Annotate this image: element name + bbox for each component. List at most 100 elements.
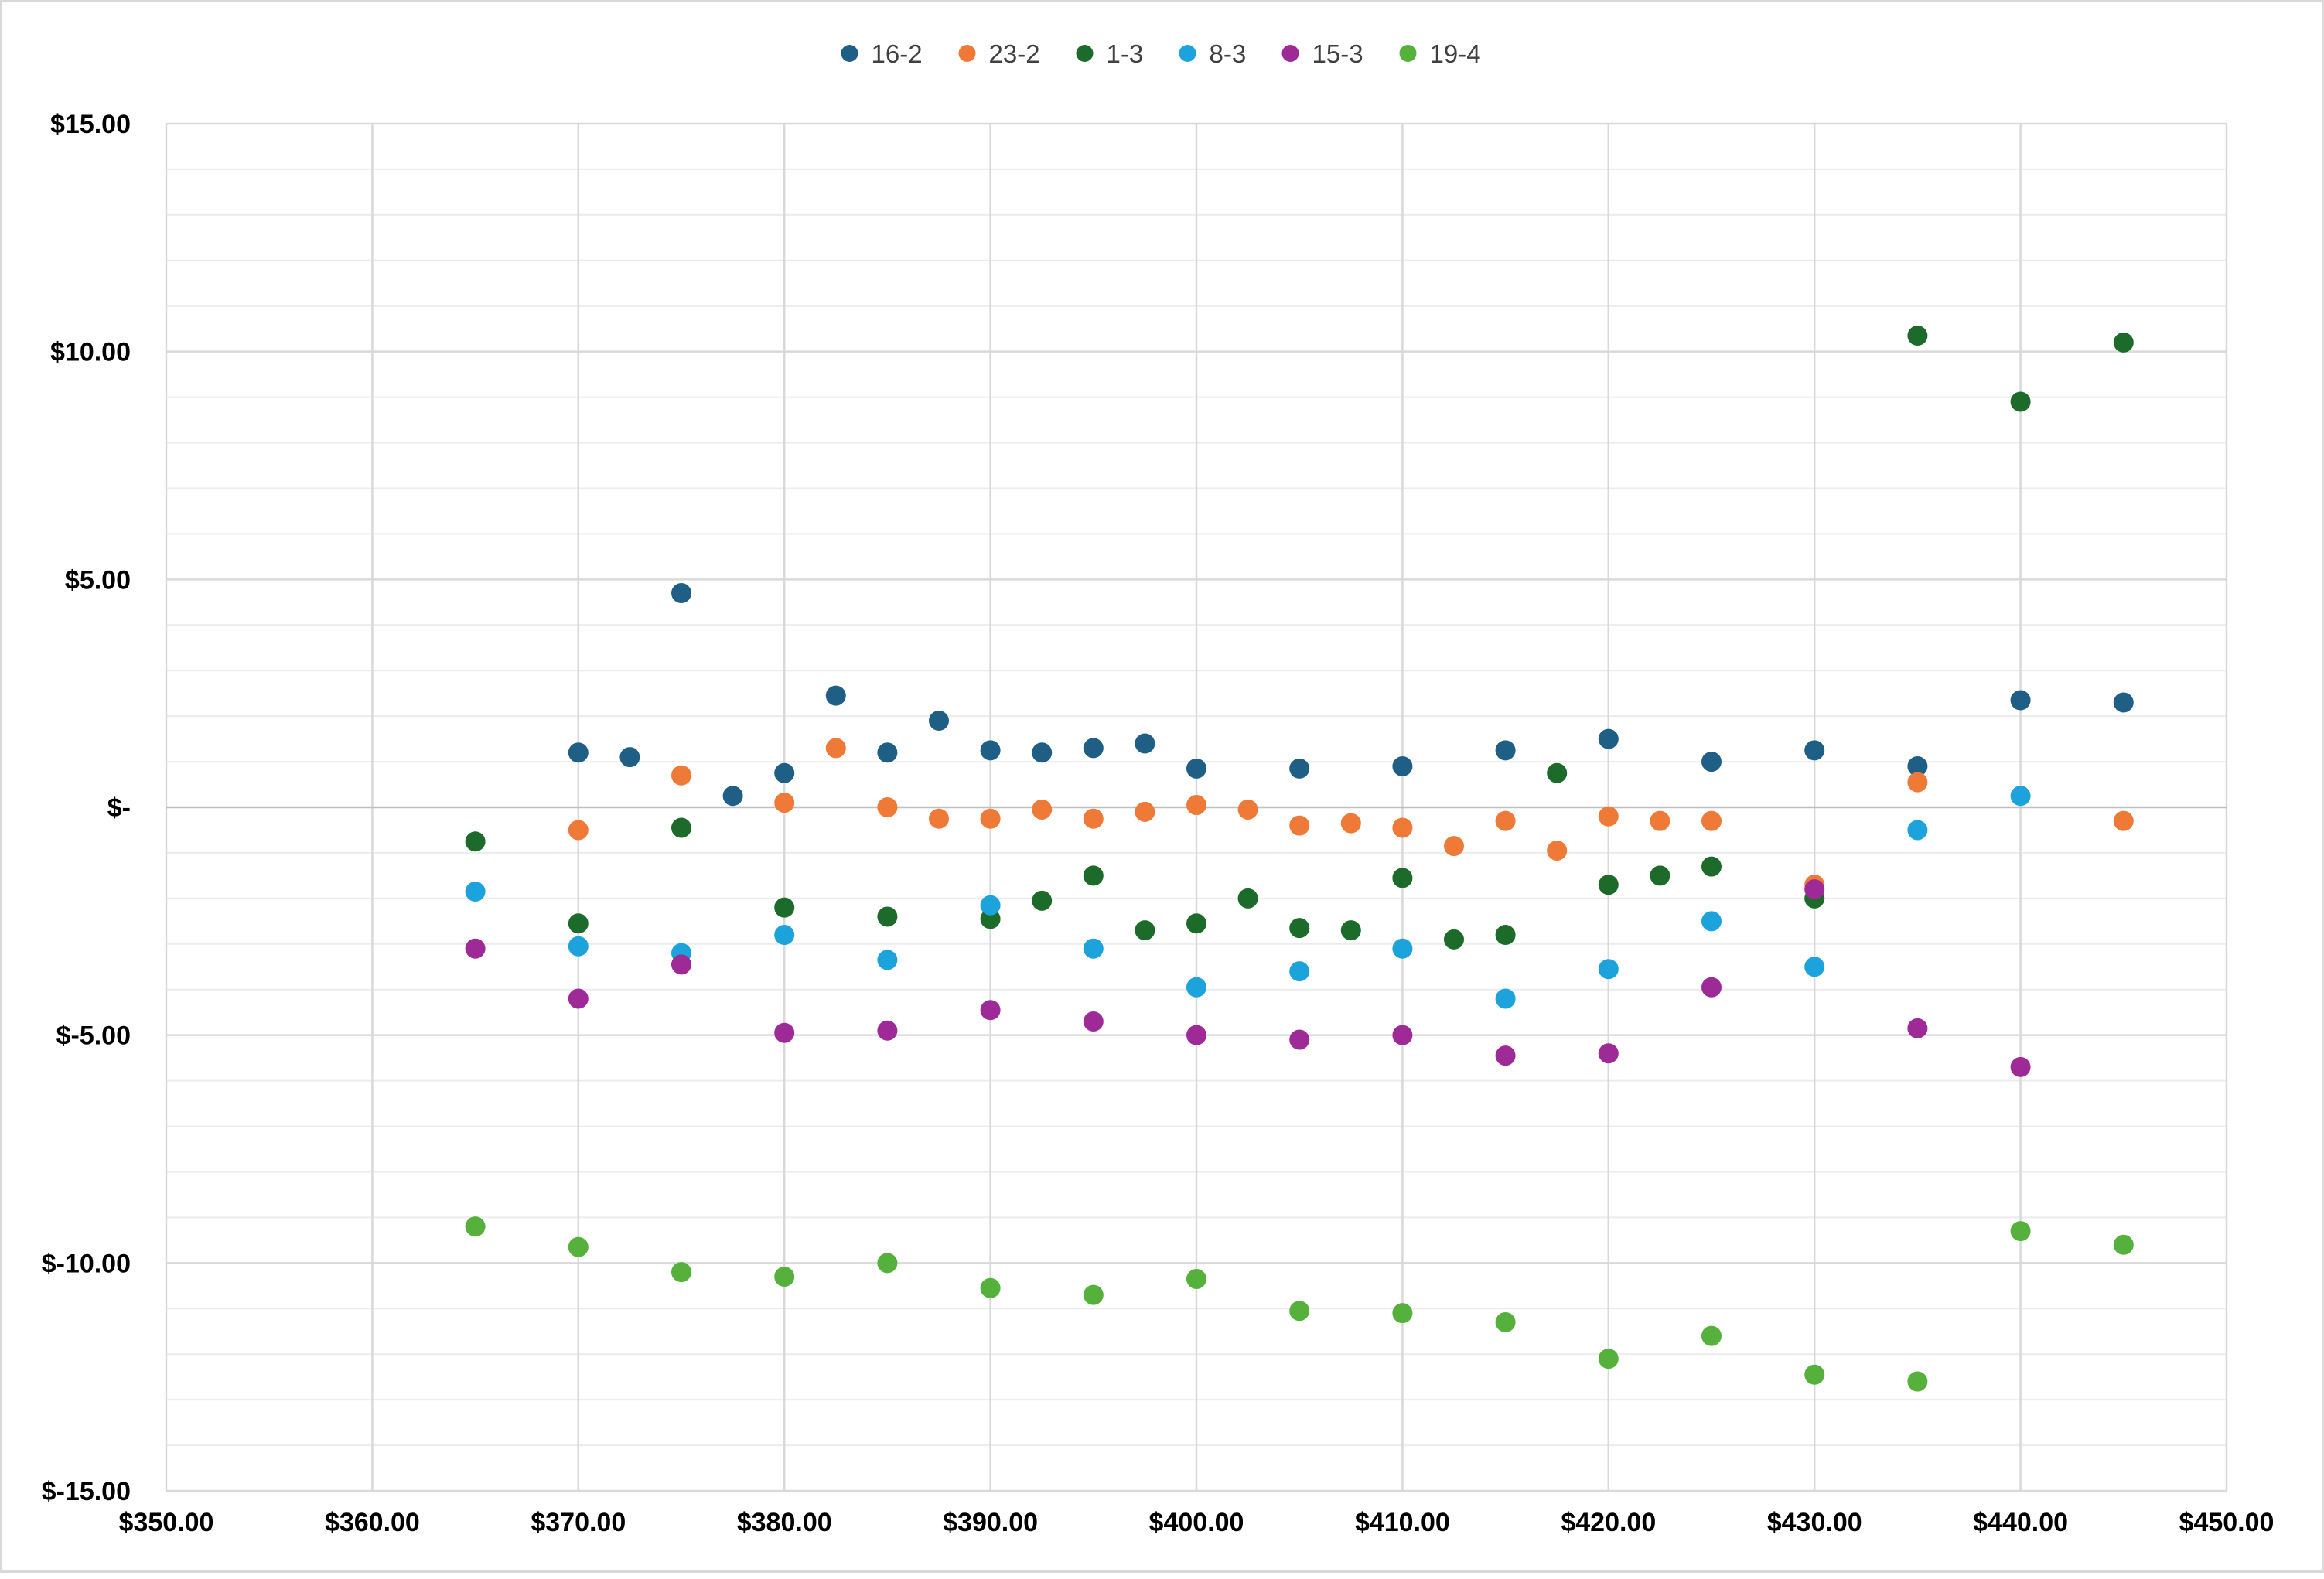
data-point: [877, 797, 898, 817]
legend-item: 15-3: [1281, 39, 1363, 68]
data-point: [465, 938, 486, 959]
data-point: [774, 925, 795, 946]
data-point: [877, 906, 898, 927]
data-point: [2010, 1221, 2031, 1242]
data-point: [1444, 929, 1464, 950]
data-point: [1804, 879, 1825, 900]
series-23-2: [568, 738, 2134, 895]
data-point: [929, 808, 949, 829]
data-point: [1135, 801, 1155, 822]
data-point: [1392, 868, 1413, 888]
data-point: [465, 882, 486, 902]
data-point: [929, 711, 949, 732]
y-tick-label: $10.00: [50, 338, 131, 367]
data-point: [825, 685, 846, 706]
y-tick-label: $-5.00: [56, 1021, 131, 1051]
data-point: [1135, 733, 1155, 754]
data-point: [774, 793, 795, 813]
data-point: [1495, 810, 1516, 831]
data-point: [980, 740, 1001, 761]
data-point: [1135, 920, 1155, 941]
data-point: [877, 950, 898, 970]
data-point: [1650, 810, 1670, 831]
legend-item: 19-4: [1399, 39, 1481, 68]
series-16-2: [568, 583, 2134, 807]
x-tick-label: $350.00: [119, 1508, 214, 1537]
data-point: [2010, 786, 2031, 807]
data-point: [1392, 938, 1413, 959]
data-point: [1701, 911, 1722, 932]
y-tick-label: $5.00: [65, 565, 131, 595]
data-point: [1237, 799, 1258, 820]
data-point: [1598, 728, 1619, 749]
data-point: [2010, 1056, 2031, 1077]
data-point: [1289, 918, 1310, 939]
y-tick-label: $-: [107, 793, 131, 823]
data-point: [1083, 1284, 1104, 1305]
data-point: [671, 583, 691, 604]
legend-marker: [841, 45, 858, 62]
data-point: [568, 820, 589, 841]
data-point: [1650, 865, 1670, 886]
data-point: [1495, 1045, 1516, 1066]
x-tick-label: $370.00: [531, 1508, 626, 1537]
data-point: [877, 1020, 898, 1041]
data-point: [1547, 762, 1568, 783]
data-point: [1907, 772, 1928, 793]
data-point: [1083, 1011, 1104, 1032]
data-point: [1598, 959, 1619, 980]
legend-label: 8-3: [1210, 39, 1247, 68]
data-point: [1392, 817, 1413, 838]
data-point: [1495, 1311, 1516, 1332]
data-point: [1186, 795, 1206, 816]
legend-marker: [1399, 45, 1417, 62]
data-point: [2113, 332, 2134, 353]
data-point: [1701, 752, 1722, 772]
legend-item: 23-2: [958, 39, 1040, 68]
data-point: [1186, 1268, 1206, 1289]
y-tick-label: $-15.00: [42, 1477, 131, 1506]
x-tick-label: $440.00: [1973, 1508, 2068, 1537]
data-point: [877, 742, 898, 763]
data-point: [1340, 813, 1361, 834]
data-point: [1186, 758, 1206, 779]
data-point: [1083, 738, 1104, 759]
legend-label: 15-3: [1312, 39, 1363, 68]
data-point: [774, 897, 795, 918]
series-1-3: [465, 326, 2134, 950]
data-point: [1804, 957, 1825, 977]
data-point: [1186, 913, 1206, 934]
legend-marker: [1179, 45, 1196, 62]
x-tick-label: $410.00: [1355, 1508, 1450, 1537]
data-point: [1495, 925, 1516, 946]
x-axis-tick-labels: $350.00 $360.00 $370.00 $380.00 $390.00 $400.…: [119, 1508, 2275, 1537]
y-axis-tick-labels: $15.00 $10.00 $5.00 $- $-5.00 $-10.00 $-15.00: [42, 110, 131, 1506]
data-point: [2113, 692, 2134, 713]
data-point: [568, 936, 589, 957]
legend-marker: [1281, 45, 1299, 62]
data-point: [1186, 977, 1206, 998]
data-point: [568, 988, 589, 1009]
data-point: [1289, 815, 1310, 836]
data-point: [980, 1277, 1001, 1298]
data-point: [1444, 836, 1464, 857]
y-tick-label: $-10.00: [42, 1249, 131, 1278]
data-point: [619, 747, 640, 768]
data-point: [1907, 1018, 1928, 1038]
data-point: [722, 786, 743, 807]
data-point: [1804, 1364, 1825, 1385]
data-point: [671, 817, 691, 838]
data-point: [1547, 840, 1568, 861]
data-point: [1289, 758, 1310, 779]
data-point: [568, 913, 589, 934]
data-point: [2010, 690, 2031, 711]
data-point: [1289, 961, 1310, 982]
data-point: [671, 1262, 691, 1283]
data-point: [1598, 1349, 1619, 1369]
data-point: [774, 1267, 795, 1287]
data-point: [1495, 740, 1516, 761]
data-point: [1495, 988, 1516, 1009]
data-point: [1083, 808, 1104, 829]
data-point: [465, 1216, 486, 1237]
